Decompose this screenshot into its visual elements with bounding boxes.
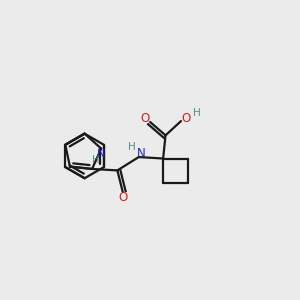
Text: O: O: [141, 112, 150, 125]
Text: H: H: [193, 108, 200, 118]
Text: O: O: [119, 191, 128, 204]
Text: H: H: [128, 142, 136, 152]
Text: H: H: [92, 155, 100, 165]
Text: O: O: [182, 112, 191, 124]
Text: N: N: [137, 147, 146, 160]
Text: N: N: [97, 149, 105, 159]
